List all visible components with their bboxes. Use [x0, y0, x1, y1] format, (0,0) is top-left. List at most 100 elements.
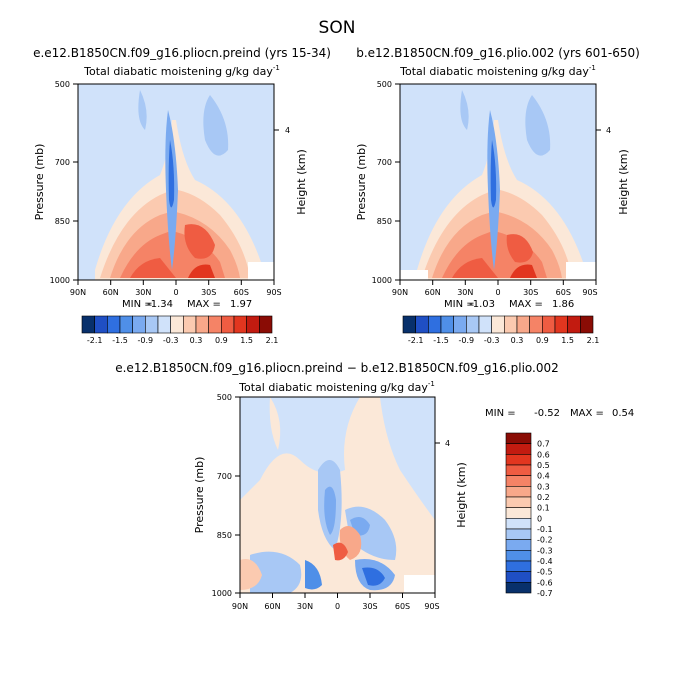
panel-1-mask-region — [248, 262, 274, 280]
panel-1-right-axis-label: Height (km) — [295, 149, 308, 215]
colorbar-swatch — [491, 315, 505, 334]
panel-3-y-axis-label: Pressure (mb) — [193, 457, 206, 534]
panel-2-plot-area — [395, 83, 601, 285]
colorbar-swatch — [183, 315, 197, 334]
colorbar-swatch — [505, 475, 532, 487]
panel-3-tick-marks — [235, 396, 440, 598]
panel-1-field-region — [130, 258, 176, 278]
colorbar-swatch — [221, 315, 235, 334]
panel-2-field-region — [525, 95, 551, 156]
panel-2-field-region — [460, 90, 469, 130]
colorbar-swatch — [402, 315, 416, 334]
colorbar-swatch — [195, 315, 209, 334]
panel-1-max-value: 1.97 — [230, 299, 252, 310]
colorbar-swatch — [440, 315, 454, 334]
panel-2-y-tick-labels: 500 700 850 1000 — [372, 80, 392, 285]
panel-1-y-tick-label: 1000 — [50, 276, 70, 285]
panel-2-y-tick-label: 1000 — [372, 276, 392, 285]
panel-1-x-tick-label: 60S — [234, 288, 249, 297]
colorbar-label: -0.2 — [537, 536, 553, 545]
panel-2-stats: MIN = -1.03 MAX = 1.86 — [444, 299, 574, 310]
panel-2-tick-marks — [395, 83, 601, 285]
colorbar-swatch — [505, 560, 532, 572]
panel-3: e.e12.B1850CN.f09_g16.pliocn.preind − b.… — [115, 361, 634, 611]
colorbar-swatch — [453, 315, 467, 334]
panel-1-field-region — [78, 84, 102, 270]
panel-3-max-value: 0.54 — [612, 408, 634, 419]
colorbar-label: 0.4 — [537, 472, 550, 481]
panel-2-right-axis-label: Height (km) — [617, 149, 630, 215]
colorbar-label: 0.7 — [537, 440, 550, 449]
colorbar-label: -0.4 — [537, 557, 553, 566]
panel-3-max-label: MAX = — [570, 408, 604, 419]
colorbar-label: -0.1 — [537, 525, 553, 534]
panel-1-field-region — [188, 264, 215, 278]
colorbar-swatch — [157, 315, 171, 334]
panel-2-mask-region — [566, 262, 596, 280]
panel-3-field-region — [305, 560, 322, 590]
colorbar-label: 0.9 — [536, 336, 549, 345]
colorbar-swatch — [466, 315, 480, 334]
panel-2-field-region — [490, 140, 497, 208]
colorbar-swatch — [259, 315, 273, 334]
panel-3-right-axis-label: Height (km) — [455, 462, 468, 528]
panel-1: e.e12.B1850CN.f09_g16.pliocn.preind (yrs… — [33, 46, 331, 345]
panel-3-x-tick-labels: 90N 60N 30N 0 30S 60S 90S — [232, 602, 440, 611]
colorbar-label: 0.1 — [537, 504, 550, 513]
panel-3-y-tick-label: 850 — [217, 531, 232, 540]
colorbar-label: -0.3 — [484, 336, 500, 345]
colorbar-label: -0.9 — [138, 336, 154, 345]
colorbar-label: 1.5 — [561, 336, 574, 345]
panel-3-field-region — [240, 397, 360, 500]
colorbar-swatch — [505, 443, 532, 455]
colorbar-swatch — [542, 315, 556, 334]
colorbar-label: -1.5 — [433, 336, 449, 345]
panel-2-y-axis-label: Pressure (mb) — [355, 144, 368, 221]
colorbar-swatch — [505, 486, 532, 498]
colorbar-label: -0.3 — [537, 546, 553, 555]
panel-2-x-tick-label: 30N — [457, 288, 473, 297]
panel-2-x-tick-label: 30S — [523, 288, 538, 297]
panel-1-x-ticks-marks — [73, 83, 279, 285]
colorbar-swatch — [233, 315, 247, 334]
panel-1-y-tick-label: 700 — [55, 158, 70, 167]
panel-1-x-tick-labels: 90N 60N 30N 0 30S 60S 90S — [70, 288, 282, 297]
panel-3-title: e.e12.B1850CN.f09_g16.pliocn.preind − b.… — [115, 361, 559, 375]
panel-2: b.e12.B1850CN.f09_g16.plio.002 (yrs 601-… — [355, 46, 640, 345]
colorbar-swatch — [505, 539, 532, 551]
panel-3-min-value: -0.52 — [534, 408, 560, 419]
panel-3-min-label: MIN = — [485, 408, 516, 419]
panel-3-x-tick-label: 60S — [395, 602, 410, 611]
panel-1-stats: MIN = -1.34 MAX = 1.97 — [122, 299, 252, 310]
panel-3-field-region — [362, 567, 385, 586]
colorbar-swatch — [505, 518, 532, 530]
panel-3-subtitle: Total diabatic moistening g/kg day-1 — [238, 380, 435, 394]
panel-2-x-tick-label: 60S — [556, 288, 571, 297]
colorbar-label: -2.1 — [408, 336, 424, 345]
panel-2-subtitle: Total diabatic moistening g/kg day-1 — [399, 64, 596, 78]
panel-1-colorbar: -2.1 -1.5 -0.9 -0.3 0.3 0.9 1.5 2.1 — [81, 315, 278, 345]
colorbar-label: 1.5 — [240, 336, 253, 345]
panel-1-field-region — [168, 140, 175, 208]
panel-1-subtitle: Total diabatic moistening g/kg day-1 — [83, 64, 280, 78]
colorbar-label: -0.6 — [537, 578, 553, 587]
figure-main-title: SON — [319, 18, 356, 38]
colorbar-label: -0.3 — [163, 336, 179, 345]
panel-3-right-tick-label: 4 — [445, 439, 450, 448]
panel-2-field-region — [506, 234, 533, 263]
panel-2-x-tick-label: 0 — [495, 288, 500, 297]
panel-2-x-tick-label: 90N — [392, 288, 408, 297]
panel-2-field-region — [452, 258, 498, 278]
panel-3-x-tick-label: 30N — [297, 602, 313, 611]
panel-3-field-region — [240, 559, 262, 590]
panel-2-y-tick-label: 700 — [377, 158, 392, 167]
colorbar-swatch — [580, 315, 594, 334]
colorbar-label: -2.1 — [87, 336, 103, 345]
colorbar-swatch — [428, 315, 442, 334]
panel-2-x-tick-label: 60N — [425, 288, 441, 297]
colorbar-swatch — [246, 315, 260, 334]
colorbar-label: 0.5 — [537, 461, 550, 470]
colorbar-label: -0.7 — [537, 589, 553, 598]
colorbar-swatch — [505, 528, 532, 540]
colorbar-swatch — [478, 315, 492, 334]
